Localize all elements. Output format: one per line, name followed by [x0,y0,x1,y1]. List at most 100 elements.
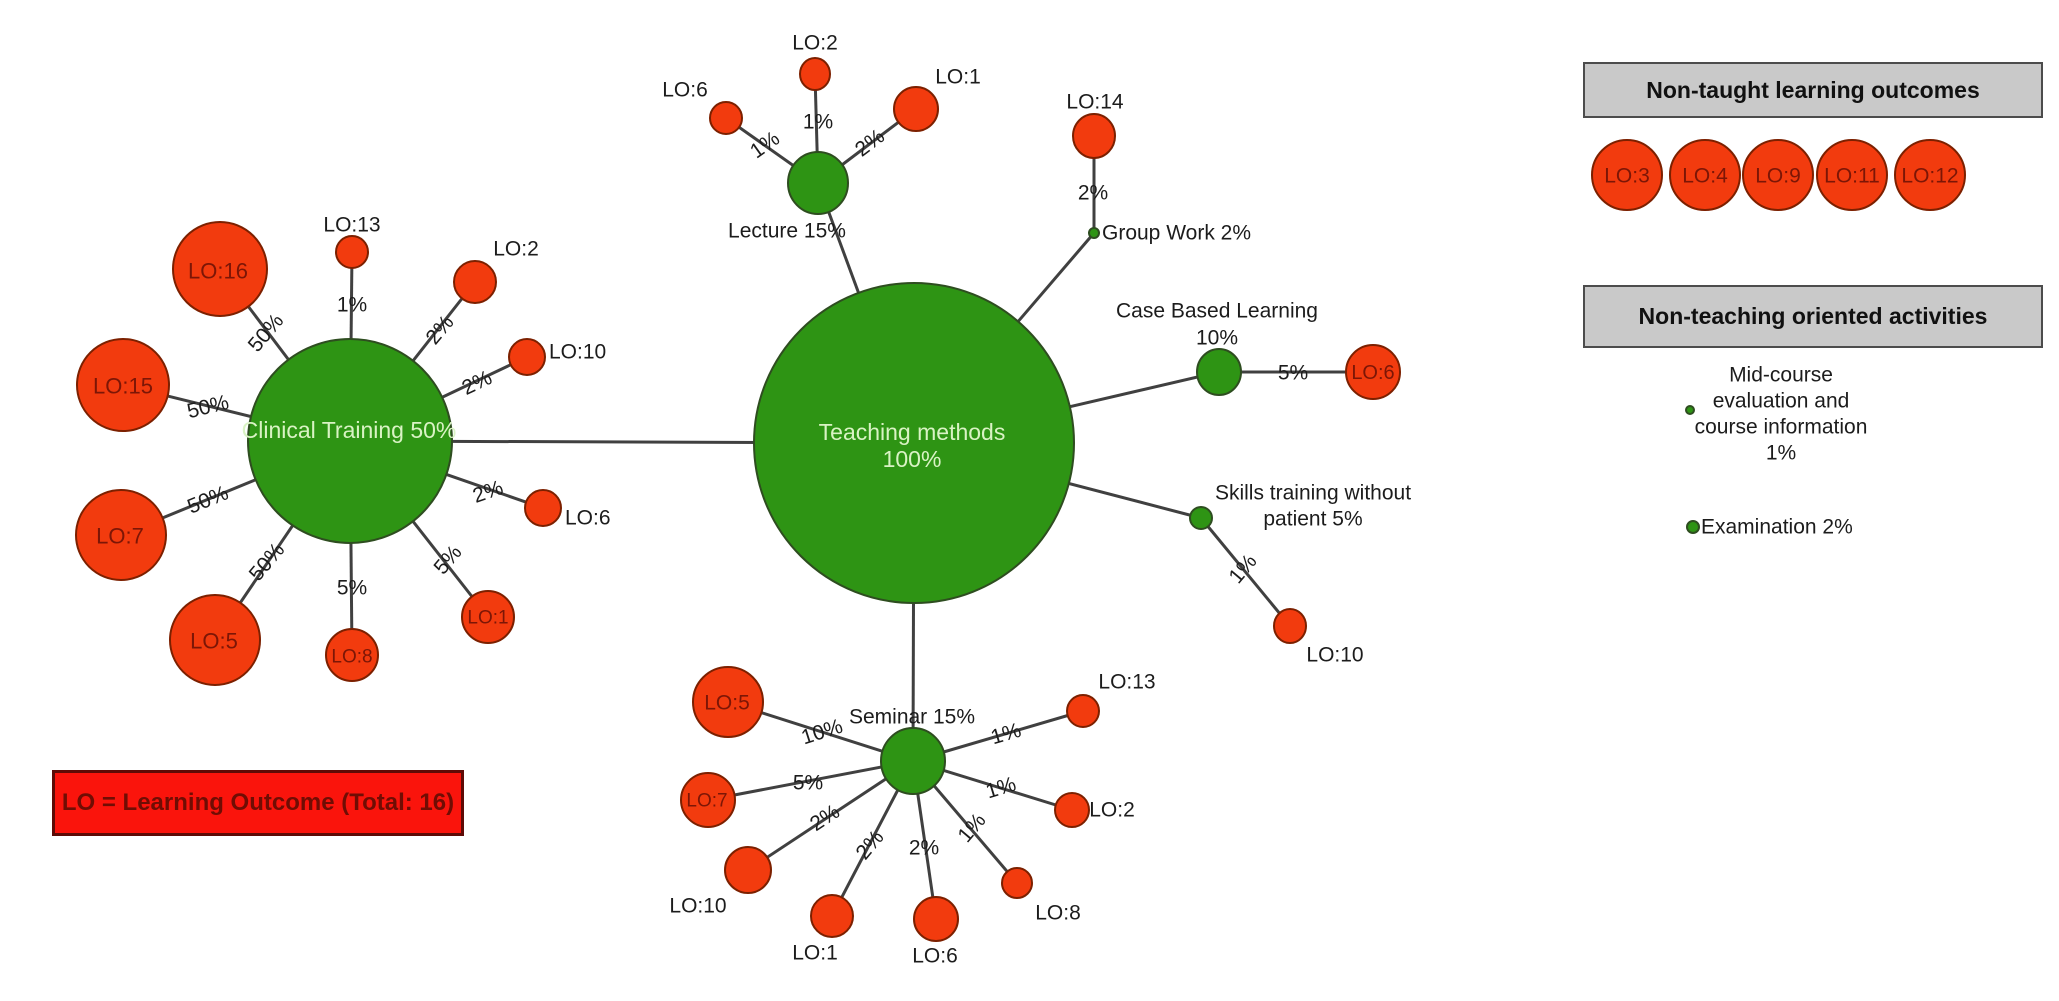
node-ct [247,338,453,544]
non-taught-header-label: Non-taught learning outcomes [1646,76,1980,103]
node-label-tm-1: 100% [883,446,942,472]
node-ct_lo16 [172,221,268,317]
node-label-sem_lo2-0: LO:2 [1089,799,1135,822]
node-nt_lo12 [1894,139,1966,211]
edge-label-ct-ct_lo8: 5% [337,577,367,600]
node-label-ct_lo10-0: LO:10 [549,341,606,364]
edge-label-skills_dot-sk_lo10: 1% [1224,550,1261,588]
node-label-sk_lo10-0: LO:10 [1306,644,1363,667]
node-label-ct_lo16-0: LO:16 [188,259,248,284]
node-label-exam_dot-0: Examination 2% [1701,516,1853,539]
node-label-ct_lo1-0: LO:1 [467,608,508,629]
non-taught-learning-outcomes-header: Non-taught learning outcomes [1583,62,2043,118]
node-nt_lo3 [1591,139,1663,211]
node-ct_lo10 [508,338,546,376]
node-label-nt_lo12-0: LO:12 [1901,165,1958,188]
node-label-mid_dot-2: course information [1695,416,1868,439]
node-exam_dot [1686,520,1700,534]
edge-label-seminar-sem_lo1: 2% [851,826,888,864]
legend-label: LO = Learning Outcome (Total: 16) [61,789,455,816]
node-skills_dot [1189,506,1213,530]
edge-skills_dot-sk_lo10 [1199,517,1292,627]
node-sem_lo7 [680,772,736,828]
node-lec_lo2 [799,57,831,91]
edge-label-gw_dot-gw_lo14: 2% [1078,182,1108,205]
node-label-sem_lo13-0: LO:13 [1098,671,1155,694]
node-cbl_lo6 [1345,344,1401,400]
node-label-sem_lo10-0: LO:10 [669,895,726,918]
node-label-sem_lo7-0: LO:7 [686,791,727,812]
node-label-mid_dot-1: evaluation and [1713,390,1850,413]
learning-outcome-legend: LO = Learning Outcome (Total: 16) [52,770,464,836]
node-label-ct_lo6-0: LO:6 [565,507,611,530]
node-nt_lo9 [1742,139,1814,211]
edge-label-seminar-sem_lo2: 1% [983,773,1019,804]
node-lec_lo1 [893,86,939,132]
node-label-lec_lo6-0: LO:6 [662,79,708,102]
edge-label-ct-ct_lo7: 50% [184,481,232,518]
edge-label-ct-ct_lo6: 2% [470,476,506,508]
edge-label-lecture-lec_lo2: 1% [803,111,833,134]
edge-label-lecture-lec_lo6: 1% [746,127,784,163]
node-label-mid_dot-0: Mid-course [1729,364,1833,387]
node-label-gw_lo14-0: LO:14 [1066,91,1124,114]
non-teaching-header-label: Non-teaching oriented activities [1638,303,1988,329]
node-label-ct-0: Clinical Training 50% [242,417,457,443]
edge-label-lecture-lec_lo1: 2% [851,125,889,162]
node-label-cbl-0: Case Based Learning [1116,300,1318,323]
node-label-lec_lo1-0: LO:1 [935,66,981,89]
edge-label-ct-ct_lo5: 50% [245,539,290,586]
node-label-seminar-0: Seminar 15% [849,706,975,729]
node-label-nt_lo4-0: LO:4 [1682,165,1728,188]
node-seminar [880,727,946,795]
node-nt_lo11 [1816,139,1888,211]
edge-label-seminar-sem_lo7: 5% [793,772,823,795]
edge-label-cbl-cbl_lo6: 5% [1278,362,1308,385]
node-label-cbl_lo6-0: LO:6 [1351,362,1394,384]
node-mid_dot [1685,405,1695,415]
node-cbl [1196,348,1242,396]
edge-label-seminar-sem_lo13: 1% [988,719,1024,750]
node-label-lecture-0: Lecture 15% [728,220,846,243]
node-label-sem_lo5-0: LO:5 [704,692,750,715]
edge-label-seminar-sem_lo10: 2% [806,800,844,836]
node-sem_lo6 [913,896,959,942]
node-label-sem_lo8-0: LO:8 [1035,902,1081,925]
non-teaching-oriented-activities-header: Non-teaching oriented activities [1583,285,2043,348]
edge-label-seminar-sem_lo5: 10% [798,715,845,750]
node-label-gw_dot-0: Group Work 2% [1102,222,1251,245]
node-label-cbl-1: 10% [1196,327,1238,350]
node-sem_lo10 [724,846,772,894]
node-label-sem_lo6-0: LO:6 [912,945,958,968]
node-ct_lo1 [461,590,515,644]
node-ct_lo6 [524,489,562,527]
node-label-lec_lo2-0: LO:2 [792,32,838,55]
node-sk_lo10 [1273,608,1307,644]
node-label-sem_lo1-0: LO:1 [792,942,838,965]
node-label-ct_lo7-0: LO:7 [96,524,144,549]
node-label-nt_lo3-0: LO:3 [1604,165,1650,188]
node-ct_lo8 [325,628,379,682]
node-sem_lo8 [1001,867,1033,899]
node-label-mid_dot-3: 1% [1766,442,1796,465]
node-ct_lo2 [453,260,497,304]
edge-label-ct-ct_lo1: 5% [429,541,466,579]
node-label-nt_lo9-0: LO:9 [1755,165,1801,188]
node-lec_lo6 [709,101,743,135]
node-nt_lo4 [1669,139,1741,211]
node-tm [753,282,1075,604]
node-label-tm-0: Teaching methods [819,419,1006,445]
node-lecture [787,151,849,215]
node-label-ct_lo8-0: LO:8 [331,647,372,668]
node-label-skills_dot-0: Skills training without [1215,482,1411,505]
node-gw_dot [1088,227,1100,239]
node-ct_lo15 [76,338,170,432]
edge-label-ct-ct_lo15: 50% [185,391,231,423]
edge-label-seminar-sem_lo6: 2% [909,837,939,860]
node-label-skills_dot-1: patient 5% [1263,508,1362,531]
node-label-ct_lo2-0: LO:2 [493,238,539,261]
node-ct_lo7 [75,489,167,581]
node-ct_lo5 [169,594,261,686]
